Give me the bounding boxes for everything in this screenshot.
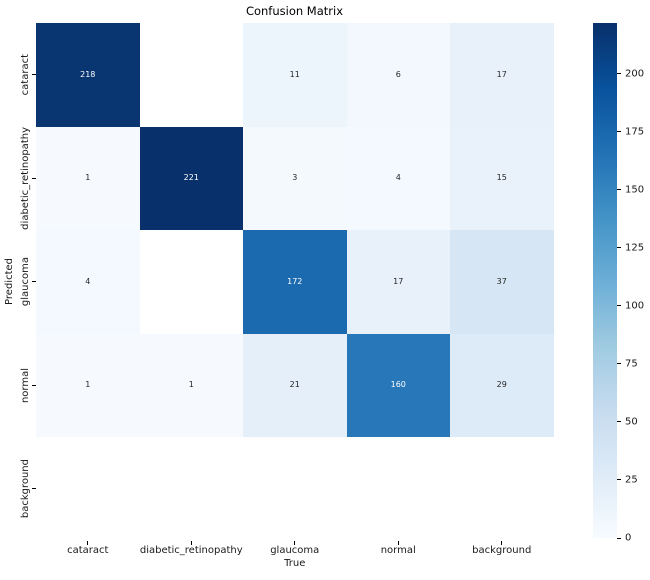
heatmap-cell: 29 (450, 333, 554, 437)
heatmap-cell: 172 (243, 230, 347, 334)
heatmap-cell: 3 (243, 126, 347, 230)
heatmap-cell (139, 23, 243, 127)
heatmap-cell-value: 37 (496, 276, 507, 286)
x-tick-mark (294, 540, 296, 545)
x-tick-mark (397, 540, 399, 545)
y-tick-label: background (0, 437, 31, 541)
heatmap-cell: 1 (36, 126, 140, 230)
colorbar-gradient (593, 23, 617, 538)
y-tick-label-text: diabetic_retinopathy (20, 126, 31, 230)
heatmap-cell-value: 21 (289, 380, 300, 390)
y-tick-mark (32, 281, 36, 283)
heatmap-cell: 11 (243, 23, 347, 127)
y-tick-label-text: normal (20, 367, 31, 403)
y-axis-tick-marks (32, 23, 36, 541)
heatmap-cell: 15 (450, 126, 554, 230)
colorbar-tick-label: 50 (625, 416, 638, 428)
y-axis-tick-labels: cataract diabetic_retinopathy glaucoma norm… (0, 23, 31, 541)
heatmap-cell-value: 6 (395, 69, 401, 79)
heatmap-cell: 218 (36, 23, 140, 127)
heatmap-cell: 4 (346, 126, 450, 230)
x-axis-tick-labels: cataract diabetic_retinopathy glaucoma norm… (36, 545, 554, 556)
heatmap-cell-value: 4 (85, 276, 91, 286)
colorbar-tick-mark (617, 247, 621, 249)
heatmap-cell: 160 (346, 333, 450, 437)
heatmap-cell (346, 437, 450, 541)
heatmap-cell-value: 4 (395, 173, 401, 183)
y-tick-label-text: cataract (20, 54, 31, 96)
x-tick-mark (501, 540, 503, 545)
colorbar-tick-mark (617, 537, 621, 539)
heatmap-cell-value: 160 (390, 380, 406, 390)
heatmap-cell-value: 1 (188, 380, 194, 390)
y-tick-mark (32, 177, 36, 179)
heatmap-cell: 17 (346, 230, 450, 334)
y-tick-label: cataract (0, 23, 31, 127)
x-tick-mark (190, 540, 192, 545)
colorbar-tick-label: 125 (625, 242, 645, 254)
colorbar-tick-label: 200 (625, 68, 645, 80)
x-axis-label: True (284, 558, 306, 569)
y-tick-label: diabetic_retinopathy (0, 127, 31, 231)
y-tick-label: glaucoma (0, 230, 31, 334)
colorbar: 0 25 50 75 100 125 150 175 200 (593, 23, 644, 544)
heatmap-cell: 4 (36, 230, 140, 334)
colorbar-tick-label: 100 (625, 300, 645, 312)
heatmap-cell-value: 221 (183, 173, 199, 183)
y-tick-mark (32, 488, 36, 490)
y-tick-label-text: glaucoma (20, 257, 31, 307)
colorbar-tick-label: 25 (625, 474, 638, 486)
heatmap-cell-value: 3 (292, 173, 298, 183)
heatmap-cell-value: 17 (393, 276, 404, 286)
heatmap-cell: 1 (36, 333, 140, 437)
heatmap-cell: 21 (243, 333, 347, 437)
heatmap-cell-value: 29 (496, 380, 507, 390)
heatmap-cell-value: 218 (80, 69, 96, 79)
chart-title: Confusion Matrix (245, 4, 344, 18)
heatmap-cell (139, 437, 243, 541)
heatmap-cell: 221 (139, 126, 243, 230)
x-tick-label: diabetic_retinopathy (139, 545, 243, 556)
y-tick-mark (32, 74, 36, 76)
colorbar-tick-label: 0 (625, 532, 632, 544)
x-tick-label: background (472, 545, 532, 556)
heatmap-cell: 17 (450, 23, 554, 127)
heatmap-cell-value: 11 (289, 69, 300, 79)
x-tick-mark (87, 540, 89, 545)
colorbar-tick-label: 75 (625, 358, 638, 370)
colorbar-tick-labels: 0 25 50 75 100 125 150 175 200 (617, 23, 650, 544)
heatmap-cell-value: 15 (496, 173, 507, 183)
heatmap-cell (243, 437, 347, 541)
colorbar-tick-mark (617, 73, 621, 75)
x-tick-label: cataract (67, 545, 109, 556)
heatmap-cell (450, 437, 554, 541)
heatmap-cell: 6 (346, 23, 450, 127)
x-tick-label: normal (380, 545, 416, 556)
y-tick-label: normal (0, 334, 31, 438)
heatmap-cell (36, 437, 140, 541)
heatmap-cell-value: 1 (85, 173, 91, 183)
y-tick-mark (32, 384, 36, 386)
heatmap-cell-value: 17 (496, 69, 507, 79)
y-tick-label-text: background (20, 459, 31, 519)
heatmap-grid: 218 11 6 17 1 221 3 4 15 4 172 17 37 1 1 21 160 29 (36, 23, 554, 541)
colorbar-tick-mark (617, 305, 621, 307)
x-tick-label: glaucoma (270, 545, 320, 556)
heatmap-cell-value: 1 (85, 380, 91, 390)
colorbar-tick-mark (617, 363, 621, 365)
colorbar-tick-label: 150 (625, 184, 645, 196)
heatmap-cell: 1 (139, 333, 243, 437)
colorbar-tick-mark (617, 189, 621, 191)
x-axis-tick-marks (36, 540, 554, 545)
colorbar-tick-mark (617, 479, 621, 481)
heatmap-cell (139, 230, 243, 334)
colorbar-tick-label: 175 (625, 126, 645, 138)
colorbar-tick-mark (617, 131, 621, 133)
colorbar-tick-mark (617, 421, 621, 423)
heatmap-cell: 37 (450, 230, 554, 334)
heatmap-cell-value: 172 (287, 276, 303, 286)
